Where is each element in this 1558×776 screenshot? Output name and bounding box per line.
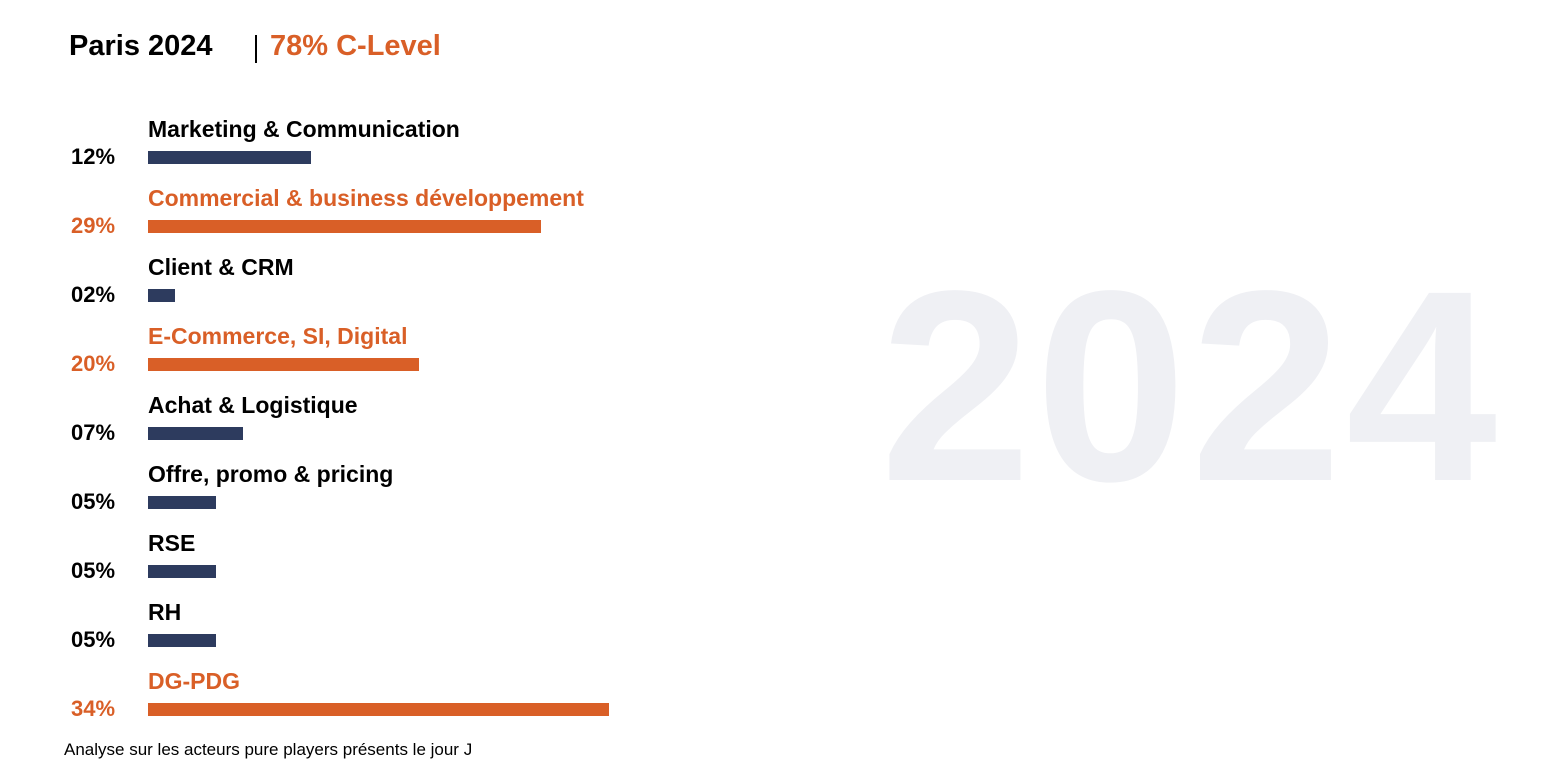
bar: [148, 289, 176, 302]
bar: [148, 358, 419, 371]
value-label: 02%: [71, 282, 116, 307]
category-label: DG-PDG: [148, 668, 240, 694]
bar: [148, 427, 243, 440]
category-label: RH: [148, 599, 182, 625]
category-label: Achat & Logistique: [148, 392, 358, 418]
bar: [148, 220, 541, 233]
footnote: Analyse sur les acteurs pure players pré…: [64, 740, 473, 759]
category-label: RSE: [148, 530, 196, 556]
value-label: 07%: [71, 420, 116, 445]
bar: [148, 565, 216, 578]
title-separator: [255, 35, 257, 63]
bar: [148, 496, 216, 509]
chart-subtitle: 78% C-Level: [270, 30, 441, 62]
year-watermark: 2024: [880, 234, 1502, 538]
chart-title: Paris 2024: [69, 30, 213, 62]
value-label: 20%: [71, 351, 116, 376]
bar-chart: Marketing & Communication 12% Commercial &…: [0, 0, 800, 740]
value-label: 34%: [71, 696, 116, 721]
category-label: E-Commerce, SI, Digital: [148, 323, 408, 349]
bar: [148, 151, 311, 164]
category-label: Commercial & business développement: [148, 185, 584, 211]
value-label: 29%: [71, 213, 116, 238]
category-label: Marketing & Communication: [148, 116, 460, 142]
value-label: 12%: [71, 144, 116, 169]
value-label: 05%: [71, 627, 116, 652]
category-label: Offre, promo & pricing: [148, 461, 394, 487]
bar: [148, 703, 609, 716]
value-label: 05%: [71, 489, 116, 514]
value-label: 05%: [71, 558, 116, 583]
category-label: Client & CRM: [148, 254, 294, 280]
bar: [148, 634, 216, 647]
